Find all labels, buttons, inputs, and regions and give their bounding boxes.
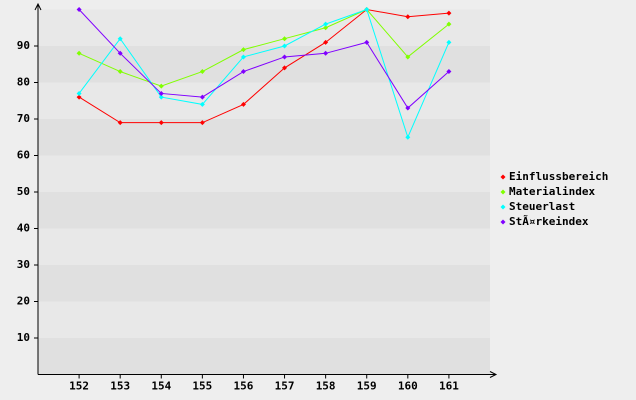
series-line [78,8,450,139]
point [199,120,205,126]
y-tick-label: 90 [17,39,30,52]
point [323,50,329,56]
point [117,69,123,75]
stripe [38,301,490,338]
point [405,54,411,60]
point [199,69,205,75]
point [446,10,452,16]
point [282,54,288,60]
x-tick-label: 159 [357,380,377,393]
x-tick-label: 154 [151,380,171,393]
point [446,39,452,45]
x-tick-label: 158 [316,380,336,393]
y-tick-label: 50 [17,185,30,198]
x-tick-label: 153 [110,380,130,393]
point [282,43,288,49]
point [323,21,329,27]
stripe [38,338,490,375]
stripe [38,82,490,119]
point [405,134,411,140]
point [240,101,246,107]
x-tick-label: 155 [192,380,212,393]
point [405,14,411,20]
point [240,47,246,53]
y-tick-label: 80 [17,76,30,89]
y-arrow [34,2,42,11]
point [117,36,123,42]
point [405,105,411,111]
point [76,94,82,100]
point [240,69,246,75]
stripe [38,155,490,192]
point [323,25,329,31]
point [76,50,82,56]
x-tick-label: 161 [439,380,459,393]
stripe [38,9,490,46]
point [76,90,82,96]
point [446,69,452,75]
legend-label: Einflussbereich [509,170,608,183]
point [364,7,370,12]
point [282,65,288,71]
series-line [78,9,450,109]
point [282,36,288,42]
point [158,90,164,96]
y-tick-label: 60 [17,149,30,162]
point [117,120,123,126]
point [158,83,164,89]
legend-marker [500,174,506,180]
legend-marker [500,189,506,195]
y-tick-label: 40 [17,222,30,235]
x-arrow [489,371,498,378]
point [199,94,205,100]
point [323,39,329,45]
point [199,101,205,107]
y-tick-label: 30 [17,258,30,271]
point [240,54,246,60]
legend-marker [500,204,506,210]
point [446,21,452,27]
y-tick-label: 20 [17,295,30,308]
x-tick-label: 156 [234,380,254,393]
legend-label: StÃ¤rkeindex [509,215,589,228]
point [117,50,123,56]
legend-marker [500,219,506,225]
point [76,7,82,12]
point [158,94,164,100]
point [364,39,370,45]
x-tick-label: 152 [69,380,89,393]
point [158,120,164,126]
x-tick-label: 157 [275,380,295,393]
legend-label: Steuerlast [509,200,575,213]
legend-label: Materialindex [509,185,595,198]
stripe [38,228,490,265]
y-tick-label: 70 [17,112,30,125]
stripe [38,192,490,229]
y-tick-label: 10 [17,331,30,344]
stripe [38,119,490,156]
series-line [78,8,450,87]
stripe [38,265,490,302]
series-line [78,8,449,124]
x-tick-label: 160 [398,380,418,393]
